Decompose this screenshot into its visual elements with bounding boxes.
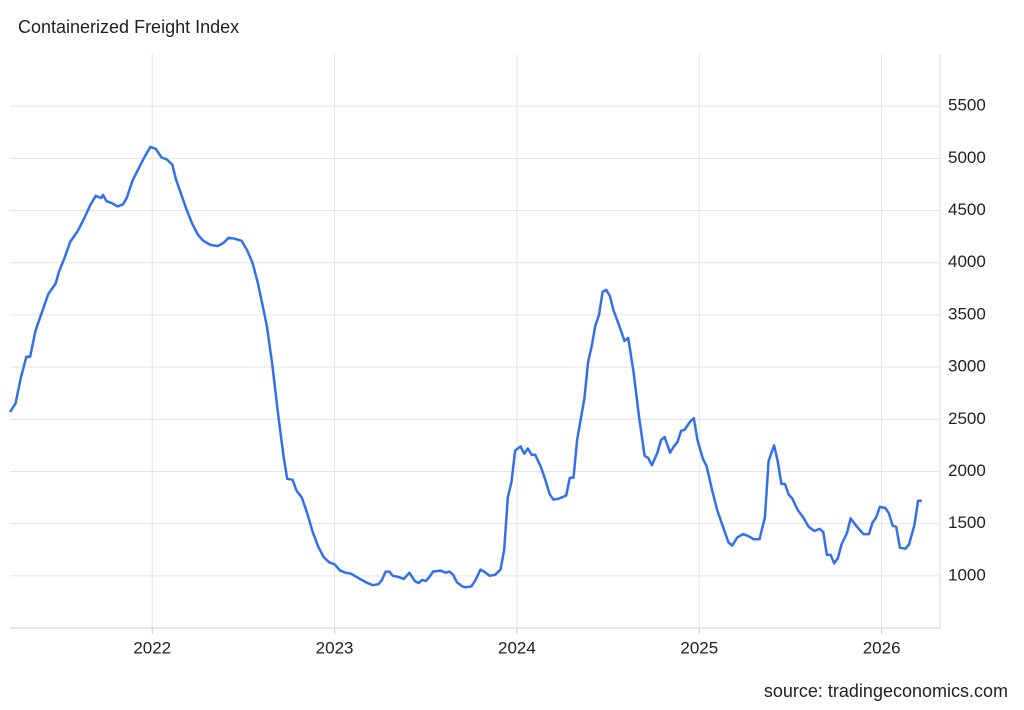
x-tick-label: 2025: [680, 638, 718, 657]
y-tick-label: 2500: [948, 409, 986, 428]
y-tick-label: 5500: [948, 96, 986, 115]
y-tick-label: 5000: [948, 148, 986, 167]
data-line: [8, 145, 922, 589]
x-tick-label: 2024: [498, 638, 536, 657]
chart-title: Containerized Freight Index: [18, 17, 239, 37]
y-tick-label: 1500: [948, 513, 986, 532]
y-tick-label: 4000: [948, 252, 986, 271]
y-tick-label: 2000: [948, 461, 986, 480]
source-note: source: tradingeconomics.com: [764, 681, 1008, 701]
y-tick-label: 1000: [948, 565, 986, 584]
y-tick-label: 3500: [948, 304, 986, 323]
x-tick-label: 2023: [316, 638, 354, 657]
y-tick-label: 3000: [948, 357, 986, 376]
x-tick-label: 2022: [133, 638, 171, 657]
y-tick-label: 4500: [948, 200, 986, 219]
x-tick-label: 2026: [863, 638, 901, 657]
